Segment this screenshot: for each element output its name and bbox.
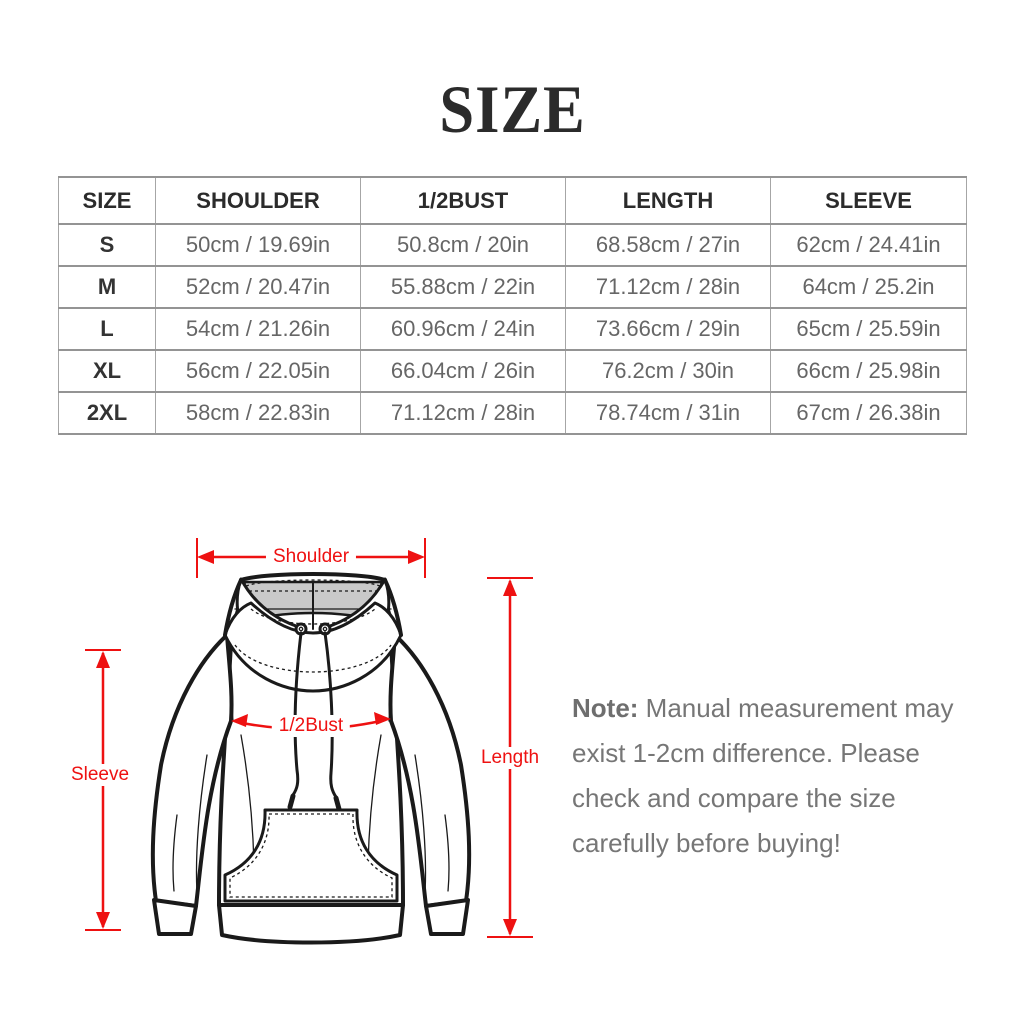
measure-cell: 78.74cm / 31in	[565, 391, 771, 435]
measure-cell: 54cm / 21.26in	[155, 307, 361, 351]
measure-cell: 50.8cm / 20in	[360, 223, 566, 267]
measure-cell: 64cm / 25.2in	[770, 265, 967, 309]
hoodie-line-art	[85, 538, 533, 945]
measure-cell: 71.12cm / 28in	[360, 391, 566, 435]
measure-cell: 55.88cm / 22in	[360, 265, 566, 309]
size-cell: S	[58, 223, 156, 267]
measure-cell: 56cm / 22.05in	[155, 349, 361, 393]
table-row: M 52cm / 20.47in 55.88cm / 22in 71.12cm …	[58, 265, 967, 309]
size-cell: L	[58, 307, 156, 351]
dim-label-shoulder: Shoulder	[265, 546, 357, 568]
measure-cell: 65cm / 25.59in	[770, 307, 967, 351]
size-cell: XL	[58, 349, 156, 393]
measurement-note: Note: Manual measurement may exist 1-2cm…	[572, 686, 974, 866]
left-sleeve	[150, 633, 234, 936]
size-cell: M	[58, 265, 156, 309]
measure-cell: 67cm / 26.38in	[770, 391, 967, 435]
dim-label-length: Length	[473, 747, 547, 769]
hoodie-measurement-diagram: Shoulder Sleeve Length 1/2Bust	[55, 525, 575, 995]
measure-cell: 50cm / 19.69in	[155, 223, 361, 267]
page-title: SIZE	[438, 71, 586, 147]
note-text: Manual measurement may exist 1-2cm diffe…	[572, 693, 954, 858]
col-header-shoulder: SHOULDER	[155, 176, 361, 225]
col-header-size: SIZE	[58, 176, 156, 225]
col-header-bust: 1/2BUST	[360, 176, 566, 225]
dim-label-sleeve: Sleeve	[63, 764, 137, 786]
sleeve-dimension-arrow	[85, 649, 121, 931]
hem-band	[217, 903, 405, 945]
size-table: SIZE SHOULDER 1/2BUST LENGTH SLEEVE S 50…	[58, 176, 967, 435]
measure-cell: 66.04cm / 26in	[360, 349, 566, 393]
measure-cell: 60.96cm / 24in	[360, 307, 566, 351]
measure-cell: 71.12cm / 28in	[565, 265, 771, 309]
table-row: S 50cm / 19.69in 50.8cm / 20in 68.58cm /…	[58, 223, 967, 267]
measure-cell: 62cm / 24.41in	[770, 223, 967, 267]
table-row: L 54cm / 21.26in 60.96cm / 24in 73.66cm …	[58, 307, 967, 351]
note-prefix: Note:	[572, 693, 639, 723]
kangaroo-pocket	[223, 808, 399, 903]
drawstrings	[287, 622, 342, 812]
table-row: 2XL 58cm / 22.83in 71.12cm / 28in 78.74c…	[58, 391, 967, 435]
size-cell: 2XL	[58, 391, 156, 435]
measure-cell: 66cm / 25.98in	[770, 349, 967, 393]
right-sleeve	[388, 633, 472, 936]
col-header-length: LENGTH	[565, 176, 771, 225]
table-row: XL 56cm / 22.05in 66.04cm / 26in 76.2cm …	[58, 349, 967, 393]
table-header-row: SIZE SHOULDER 1/2BUST LENGTH SLEEVE	[58, 176, 967, 225]
measure-cell: 58cm / 22.83in	[155, 391, 361, 435]
measure-cell: 73.66cm / 29in	[565, 307, 771, 351]
hood	[223, 572, 403, 693]
col-header-sleeve: SLEEVE	[770, 176, 967, 225]
measure-cell: 76.2cm / 30in	[565, 349, 771, 393]
measure-cell: 68.58cm / 27in	[565, 223, 771, 267]
measure-cell: 52cm / 20.47in	[155, 265, 361, 309]
dim-label-bust: 1/2Bust	[271, 715, 351, 737]
